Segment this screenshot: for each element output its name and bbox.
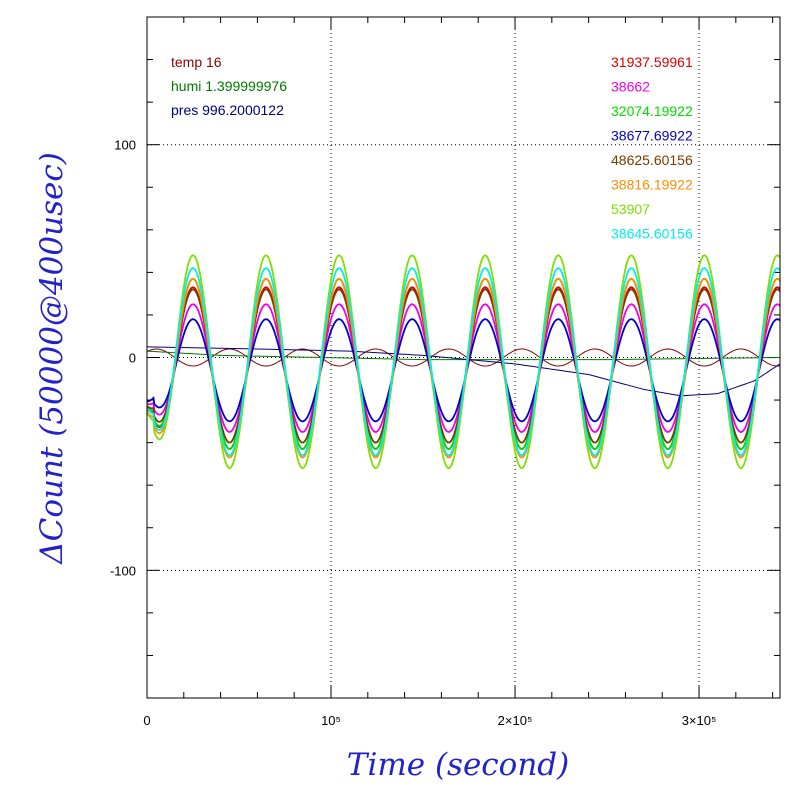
x-tick-label: 10⁵ [321,713,341,728]
series-line-humi [146,350,781,361]
series-line-8 [146,267,781,457]
y-axis-title: ΔCount (50000@400usec) [34,152,70,565]
legend-entry-temp: temp 16 [171,54,222,70]
y-tick-label: -100 [110,563,136,578]
series-line-temp [146,348,781,367]
legend-entry-count: 31937.59961 [611,54,693,70]
y-tick-label: 0 [129,351,136,366]
legend-entry-count: 53907 [611,201,650,217]
y-tick-label: 100 [114,138,136,153]
x-tick-labels: 0 10⁵ 2×10⁵ 3×10⁵ [143,713,716,728]
legend-entry-count: 32074.19922 [611,103,693,119]
x-tick-label: 0 [143,713,150,728]
legend-entry-count: 38645.60156 [611,226,693,242]
legend-entry-count: 38677.69922 [611,128,693,144]
series-line-7 [146,254,781,470]
legend-counts: 31937.59961 38662 32074.19922 38677.69922 48… [611,54,693,242]
x-axis-title: Time (second) [347,747,569,783]
y-tick-labels: 100 0 -100 [110,138,136,579]
legend-entry-humi: humi 1.399999976 [171,78,287,94]
legend-entry-count: 38662 [611,79,650,95]
legend-environment: temp 16 humi 1.399999976 pres 996.2000122 [171,54,287,118]
legend-entry-count: 38816.19922 [611,177,693,193]
x-tick-label: 3×10⁵ [682,713,717,728]
legend-entry-count: 48625.60156 [611,152,693,168]
plot-frame [146,16,781,699]
x-tick-label: 2×10⁵ [498,713,533,728]
count-series [146,254,781,470]
grid-lines [147,17,780,698]
legend-entry-pres: pres 996.2000122 [171,102,284,118]
